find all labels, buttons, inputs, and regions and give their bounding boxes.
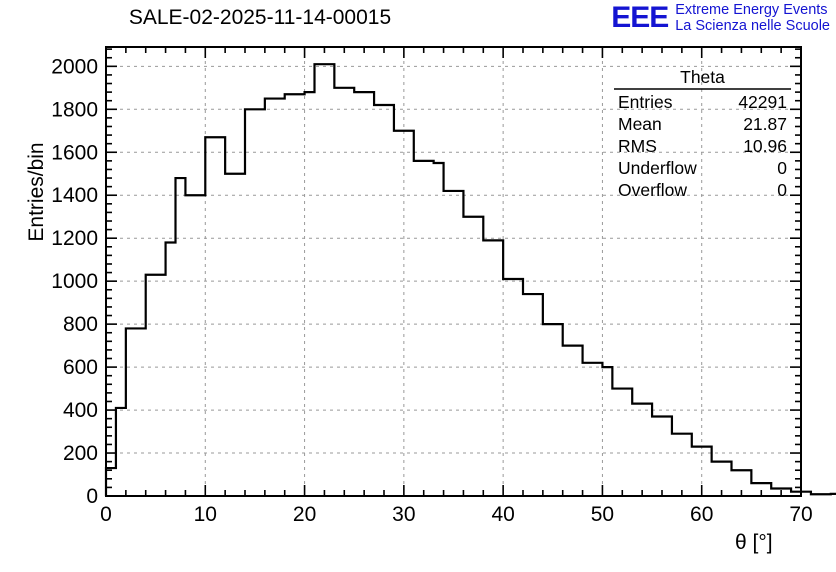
histogram-curve [104, 63, 836, 496]
eee-logo-mark: EEE [611, 1, 669, 35]
x-tick-label: 70 [789, 503, 812, 526]
y-tick-label: 800 [63, 313, 98, 336]
stats-row-label: RMS [618, 136, 657, 156]
stats-row-label: Mean [618, 114, 662, 134]
x-tick-label: 30 [392, 503, 415, 526]
axis-ticks [105, 47, 802, 497]
grid-lines [106, 47, 801, 496]
stats-row-value: 42291 [738, 92, 787, 112]
x-tick-labels: 0 10 20 30 40 50 60 70 [100, 503, 813, 526]
x-tick-label: 20 [293, 503, 316, 526]
y-tick-label: 200 [63, 442, 98, 465]
stats-row-value: 0 [777, 180, 787, 200]
y-tick-label: 0 [86, 485, 98, 508]
stats-row-label: Underflow [618, 158, 697, 178]
y-tick-label: 400 [63, 399, 98, 422]
y-tick-label: 1600 [51, 141, 98, 164]
x-tick-label: 0 [100, 503, 112, 526]
stats-row-value: 21.87 [743, 114, 787, 134]
x-tick-label: 50 [591, 503, 614, 526]
x-tick-label: 60 [690, 503, 713, 526]
eee-logo-caption: Extreme Energy Events La Scienza nelle S… [675, 2, 830, 34]
y-tick-labels: 0 200 400 600 800 1000 1200 1400 1600 1800 2000 [51, 55, 98, 508]
stats-row-value: 0 [777, 158, 787, 178]
page-title: SALE-02-2025-11-14-00015 [128, 6, 392, 29]
x-axis-title: θ [°] [735, 531, 773, 554]
eee-logo-line-2: La Scienza nelle Scuole [675, 18, 830, 35]
y-tick-label: 1000 [51, 270, 98, 293]
eee-logo: EEE Extreme Energy Events La Scienza nel… [611, 2, 830, 34]
y-tick-label: 1200 [51, 227, 98, 250]
y-tick-label: 2000 [51, 55, 98, 78]
stats-row-label: Entries [618, 92, 673, 112]
stats-row-value: 10.96 [743, 136, 787, 156]
x-tick-label: 40 [491, 503, 514, 526]
x-tick-label: 10 [194, 503, 217, 526]
stats-box: Theta Entries 42291 Mean 21.87 RMS 10.96 Underf… [614, 67, 791, 200]
plot-frame [105, 46, 802, 497]
y-tick-label: 1800 [51, 98, 98, 121]
eee-logo-line-1: Extreme Energy Events [675, 2, 828, 18]
y-tick-label: 600 [63, 356, 98, 379]
stats-box-title: Theta [680, 67, 725, 87]
stats-row-label: Overflow [618, 180, 687, 200]
y-tick-label: 1400 [51, 184, 98, 207]
